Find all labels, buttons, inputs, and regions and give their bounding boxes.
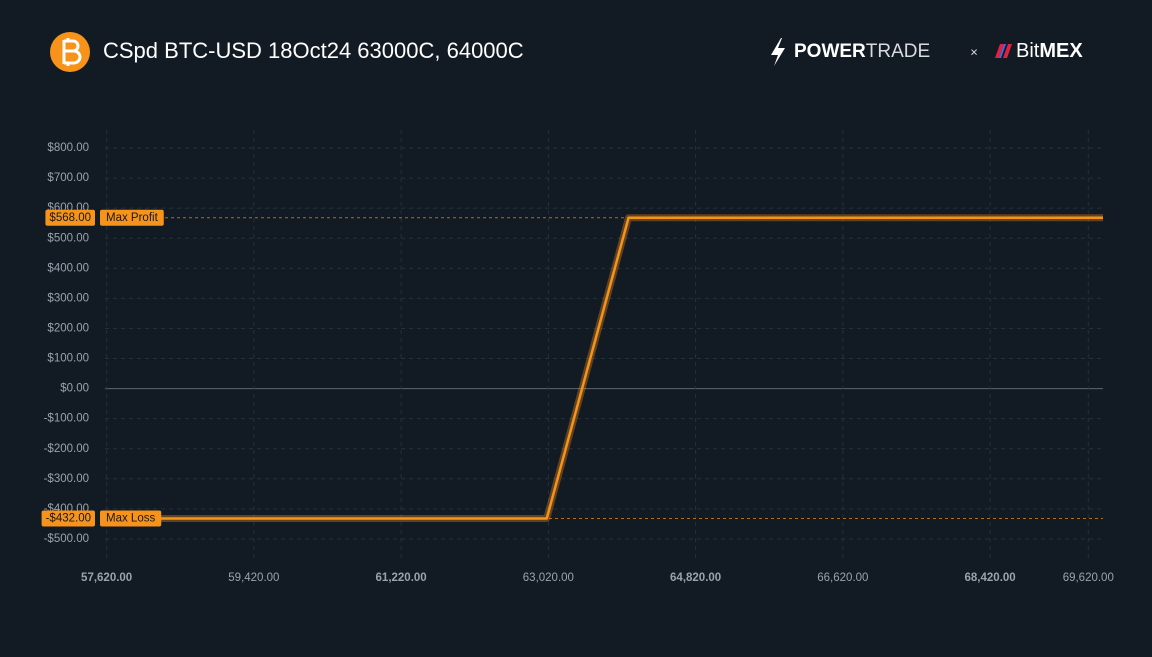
y-tick-label: $300.00 [47,292,89,304]
partner-mex: MEX [1039,40,1083,62]
x-tick-label: 57,620.00 [81,572,132,584]
brand-logo: POWERTRADE [794,41,930,62]
bitcoin-symbol [62,38,82,66]
y-tick-label: $500.00 [47,232,89,244]
annotation-value: $568.00 [49,212,91,224]
y-tick-label: $100.00 [47,353,89,365]
x-tick-label: 66,620.00 [817,572,868,584]
brand-power: POWER [794,41,866,62]
chart-title: CSpd BTC-USD 18Oct24 63000C, 64000C [103,38,524,63]
bitmex-mark-blue [999,44,1006,58]
x-tick-label: 61,220.00 [376,572,427,584]
annotation-text: Max Profit [106,212,159,224]
annotation-text: Max Loss [106,513,155,525]
partner-bit: Bit [1016,40,1040,62]
y-tick-label: -$100.00 [44,413,89,425]
separator: × [970,44,978,59]
partner-logo: BitMEX [1016,40,1083,62]
y-tick-label: -$300.00 [44,473,89,485]
x-tick-label: 64,820.00 [670,572,721,584]
x-tick-label: 69,620.00 [1063,572,1114,584]
x-tick-label: 68,420.00 [965,572,1016,584]
annotation-text-box [100,209,164,226]
annotation-value: -$432.00 [46,513,91,525]
brand-trade: TRADE [866,41,930,62]
y-tick-label: -$200.00 [44,443,89,455]
x-tick-label: 59,420.00 [228,572,279,584]
annotation-text-box [100,510,162,527]
y-tick-label: $700.00 [47,172,89,184]
y-tick-label: $0.00 [60,383,89,395]
y-tick-label: $800.00 [47,142,89,154]
payoff-line [105,216,1103,520]
y-tick-label: -$400.00 [44,503,89,515]
annotation-value-box [45,209,95,226]
annotation-value-box [41,510,95,527]
y-tick-label: $400.00 [47,262,89,274]
powertrade-bolt [771,38,785,66]
y-tick-label: $200.00 [47,322,89,334]
bitmex-mark [995,44,1012,58]
x-tick-label: 63,020.00 [523,572,574,584]
y-tick-label: -$500.00 [44,533,89,545]
